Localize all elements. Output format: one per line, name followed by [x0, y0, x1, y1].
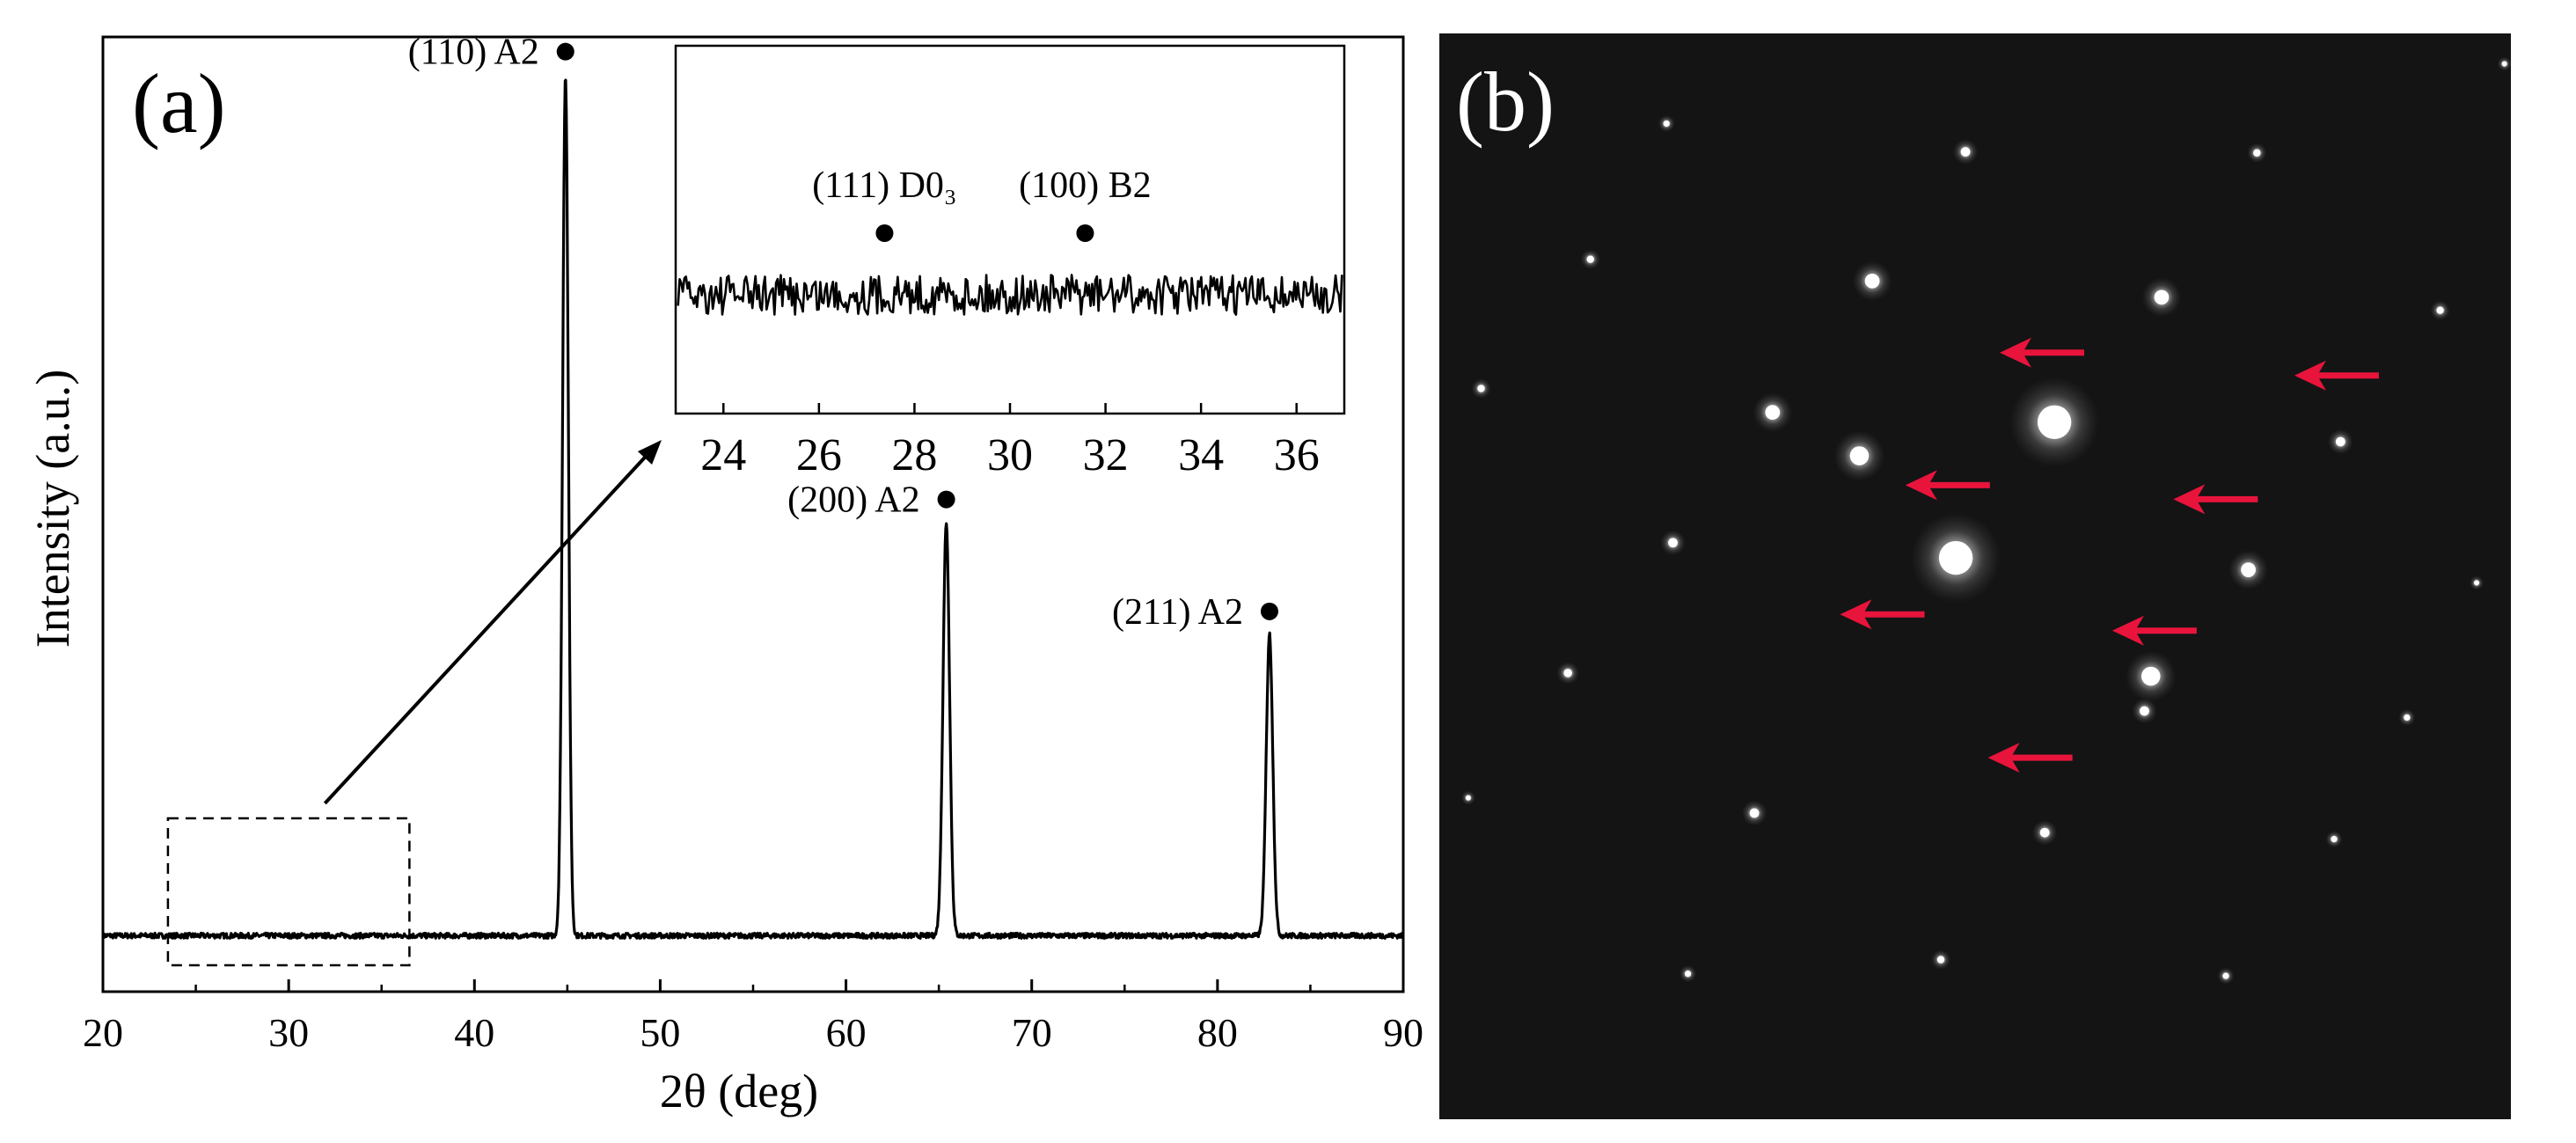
panel-a-label: (a): [132, 56, 226, 150]
xrd-x-tick-label: 20: [83, 1010, 123, 1055]
inset-phase-markers: (111) D0₃ (100) B2: [812, 165, 1152, 242]
xrd-y-axis-label: Intensity (a.u.): [26, 370, 79, 648]
inset-frame: [674, 44, 1346, 415]
saed-spot: [1477, 385, 1485, 392]
inset-x-tick-label: 24: [700, 430, 746, 480]
xrd-x-tick-label: 80: [1197, 1010, 1238, 1055]
saed-spot: [1465, 795, 1471, 801]
xrd-peak-label: (110) A2: [408, 33, 539, 73]
inset-x-tick-label: 26: [796, 430, 842, 480]
saed-spot: [2039, 827, 2050, 838]
inset-x-tick-label: 32: [1083, 430, 1129, 480]
saed-spot: [1936, 956, 1945, 963]
inset-pattern-line: [677, 274, 1343, 316]
saed-spot: [2241, 562, 2256, 577]
saed-spot: [1938, 540, 1973, 575]
saed-spot: [2331, 836, 2338, 843]
saed-spot: [1563, 669, 1572, 678]
saed-arrow-head: [1905, 470, 1937, 501]
xrd-x-tick-label: 40: [454, 1010, 494, 1055]
saed-spot: [1765, 405, 1781, 421]
panel-b-label: (b): [1456, 55, 1555, 149]
inset-x-tick-label: 34: [1178, 430, 1224, 480]
xrd-chart: 20 30 40 50 60 70 80 90 (110) A2 (200) A2 (211) A…: [26, 33, 1423, 1117]
saed-spot: [1849, 446, 1870, 465]
xrd-pattern-line: [101, 78, 1405, 940]
saed-superlattice-arrows: [1840, 337, 2379, 773]
inset-phase-marker: [875, 224, 894, 242]
saed-spot: [1684, 971, 1692, 978]
saed-arrow-head: [1987, 743, 2020, 773]
xrd-inset: 24 26 28 30 32 34 36 (111) D0₃ (100) B2: [674, 44, 1346, 480]
inset-x-tick-label: 30: [987, 430, 1033, 480]
saed-spot: [1864, 273, 1880, 289]
saed-spot: [2404, 714, 2411, 722]
saed-spot: [1668, 538, 1678, 548]
saed-spot: [2222, 972, 2229, 979]
saed-spot: [2253, 149, 2261, 157]
saed-spot: [2140, 706, 2149, 716]
saed-spot: [2436, 306, 2444, 314]
saed-spot: [2335, 436, 2345, 447]
saed-arrow-head: [1840, 599, 1872, 630]
saed-spot: [1586, 255, 1594, 263]
inset-phase-marker: [1076, 224, 1094, 242]
zoom-arrowhead: [637, 440, 662, 465]
xrd-x-tick-label: 50: [640, 1010, 680, 1055]
saed-arrow-head: [2173, 484, 2206, 515]
saed-arrow-head: [2294, 360, 2326, 391]
xrd-x-axis-label: 2θ (deg): [660, 1065, 818, 1117]
saed-spot: [1749, 808, 1760, 818]
xrd-peak-marker: [556, 42, 574, 61]
xrd-x-tick-label: 70: [1012, 1010, 1052, 1055]
inset-x-tick-label: 36: [1274, 430, 1320, 480]
inset-x-tick-label: 28: [891, 430, 937, 480]
saed-panel: (b): [1439, 33, 2512, 1119]
xrd-x-tick-label: 90: [1383, 1010, 1423, 1055]
saed-arrow-head: [2111, 615, 2144, 646]
saed-diffraction-spots: [1460, 56, 2512, 985]
zoom-region-box: [166, 817, 411, 967]
saed-spot: [2501, 61, 2507, 67]
xrd-peak-marker: [937, 490, 955, 509]
saed-spot: [2037, 405, 2072, 439]
xrd-peak-label: (200) A2: [787, 480, 920, 521]
xrd-x-ticks: 20 30 40 50 60 70 80 90: [83, 979, 1423, 1055]
saed-arrow-head: [2000, 337, 2032, 368]
saed-spot: [2141, 666, 2161, 686]
xrd-peak-marker: [1260, 602, 1278, 620]
xrd-x-tick-label: 30: [268, 1010, 309, 1055]
saed-spot: [1960, 147, 1971, 157]
zoom-arrow: [323, 447, 655, 805]
inset-phase-label: (100) B2: [1019, 165, 1152, 206]
saed-spot: [2474, 580, 2480, 586]
inset-phase-label: (111) D0₃: [812, 165, 956, 206]
xrd-peak-label: (211) A2: [1112, 592, 1243, 633]
xrd-peak-labels: (110) A2 (200) A2 (211) A2: [408, 33, 1278, 633]
saed-spot: [1663, 120, 1670, 128]
xrd-x-tick-label: 60: [826, 1010, 867, 1055]
inset-x-ticks: 24 26 28 30 32 34 36: [700, 403, 1320, 480]
saed-spot: [2154, 289, 2170, 305]
